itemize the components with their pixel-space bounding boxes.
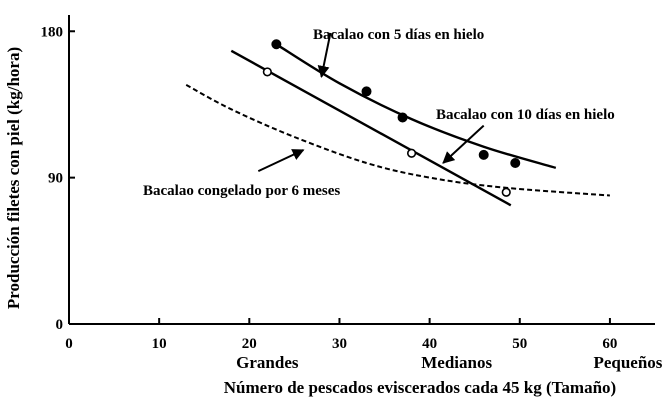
x-axis-ticks: 0 10 20 30 40 50 60 (65, 318, 617, 352)
series-1 (271, 39, 557, 170)
data-point (262, 67, 272, 77)
annotation-label: Bacalao con 10 días en hielo (436, 107, 615, 123)
annotation-2: Bacalao con 10 días en hielo (436, 107, 615, 164)
annotation-label: Bacalao con 5 días en hielo (313, 27, 484, 43)
series-line (230, 49, 512, 207)
x-tick-label: 20 (242, 336, 257, 352)
data-point (271, 39, 282, 50)
plot-frame (68, 15, 655, 325)
annotation-arrow (442, 124, 485, 164)
data-point (501, 187, 511, 197)
y-axis-title: Producción filetes con piel (kg/hora) (4, 47, 23, 309)
annotation-arrow (317, 32, 332, 78)
annotation-arrow (257, 149, 305, 173)
y-tick-label: 180 (41, 24, 64, 40)
x-category-label: Medianos (421, 353, 492, 372)
x-axis-title: Número de pescados eviscerados cada 45 k… (224, 378, 616, 397)
x-tick-label: 40 (422, 336, 437, 352)
y-tick-label: 90 (48, 171, 63, 187)
data-point (397, 112, 408, 123)
data-point (478, 149, 489, 160)
series-line (185, 84, 610, 197)
series-2 (230, 49, 512, 207)
x-tick-label: 10 (152, 336, 167, 352)
x-tick-label: 30 (332, 336, 347, 352)
y-axis-ticks: 0 90 180 (41, 24, 75, 333)
x-category-label: Pequeños (593, 353, 662, 372)
data-point (406, 148, 417, 158)
x-tick-label: 60 (602, 336, 617, 352)
x-category-label: Grandes (236, 353, 299, 372)
x-tick-label: 0 (65, 336, 73, 352)
x-tick-label: 50 (512, 336, 527, 352)
series-3 (185, 84, 610, 197)
annotation-layer: Bacalao con 5 días en hielo Bacalao con 1… (143, 27, 615, 199)
annotation-1: Bacalao con 5 días en hielo (313, 27, 484, 78)
y-tick-label: 0 (56, 317, 64, 333)
x-category-labels: Grandes Medianos Pequeños (236, 353, 663, 372)
data-point (510, 157, 521, 168)
data-point (361, 86, 372, 97)
annotation-label: Bacalao congelado por 6 meses (143, 183, 340, 199)
annotation-3: Bacalao congelado por 6 meses (143, 149, 340, 199)
